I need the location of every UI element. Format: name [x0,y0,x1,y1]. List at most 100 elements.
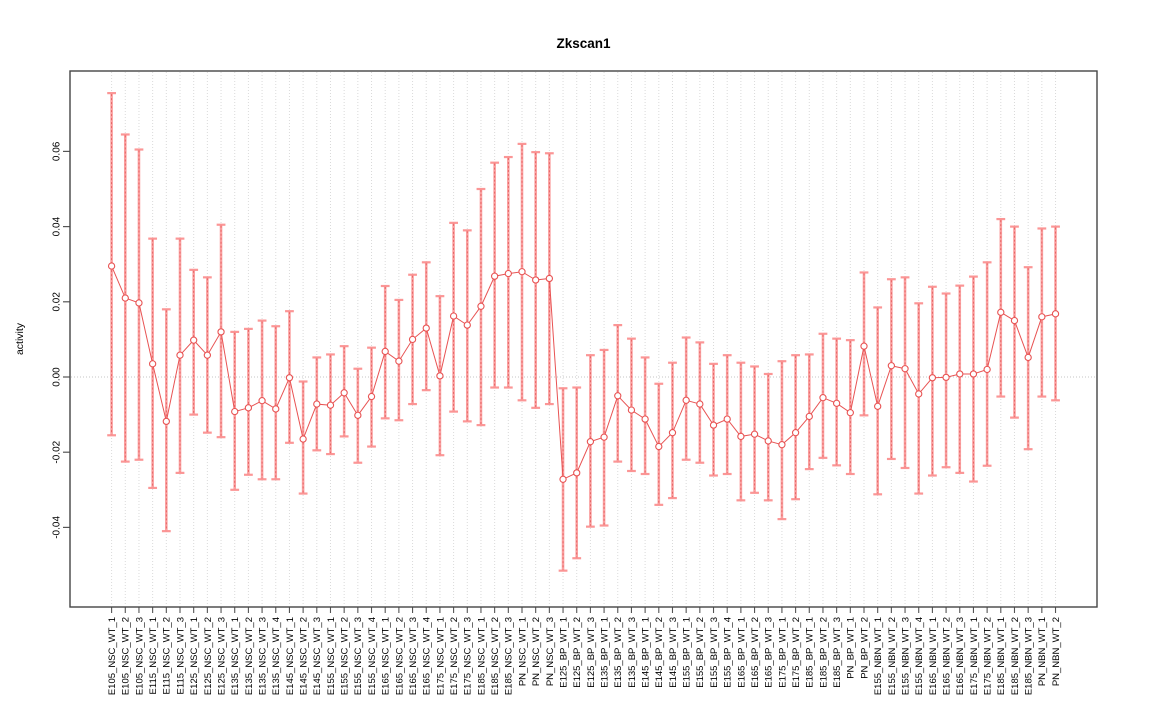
data-point [874,402,882,410]
x-tick-label: E105_NSC_WT_2 [121,617,132,695]
x-tick-label: E145_BP_WT_1 [641,617,652,688]
x-tick-label: E175_NSC_WT_3 [463,617,474,695]
data-point [449,312,458,320]
chart-title: Zkscan1 [556,36,611,51]
x-tick-label: E115_NSC_WT_3 [175,617,186,694]
data-point [600,433,608,441]
data-point [367,392,376,401]
x-tick-label: PN_NSC_WT_3 [545,617,556,686]
data-point [668,428,677,437]
x-tick-label: E165_NSC_WT_2 [394,617,405,695]
x-tick-label: E135_BP_WT_2 [613,617,624,688]
x-tick-label: E155_BP_WT_3 [709,617,720,688]
data-point [340,389,348,397]
x-tick-label: E125_BP_WT_2 [572,617,583,688]
data-point [422,324,430,332]
data-point [819,394,827,402]
y-tick-label: 0.06 [52,141,63,161]
data-point [395,357,403,365]
x-tick-label: E125_NSC_WT_3 [216,617,227,695]
y-axis-title: activity [14,322,26,356]
x-tick-label: E145_BP_WT_2 [654,617,665,688]
data-point [682,396,690,404]
x-tick-label: E135_NSC_WT_2 [244,617,255,695]
data-point [299,435,307,443]
plot-border [69,70,1098,608]
data-point [436,372,444,380]
data-point [148,360,157,368]
data-point [655,442,663,451]
data-point [846,409,854,417]
data-point [737,432,745,441]
x-tick-label: E125_BP_WT_1 [558,617,569,688]
data-point [573,469,581,477]
data-point [244,404,253,412]
y-tick-label: -0.04 [52,516,63,539]
data-point [162,417,170,426]
data-point [190,336,198,344]
data-point [1038,313,1046,321]
data-point [545,274,554,283]
y-tick-label: 0.04 [52,216,63,236]
x-tick-label: E135_NSC_WT_1 [230,617,241,695]
data-point [956,370,964,378]
data-point [135,299,143,307]
data-point [805,412,813,421]
x-tick-label: E125_NSC_WT_2 [203,617,214,695]
x-tick-label: E185_NBN_WT_2 [1010,617,1021,695]
x-tick-label: E155_NSC_WT_2 [340,617,351,695]
x-tick-label: E185_BP_WT_3 [832,617,843,688]
x-tick-label: E145_NSC_WT_2 [299,617,310,695]
data-point [477,302,485,310]
x-tick-label: E165_NBN_WT_2 [941,617,952,695]
x-tick-label: E165_BP_WT_1 [736,617,747,688]
x-tick-label: E155_NBN_WT_3 [900,617,911,695]
x-tick-label: E185_NSC_WT_3 [504,617,515,695]
x-tick-label: E165_NSC_WT_4 [422,617,433,695]
data-point [1010,316,1019,325]
x-tick-label: E165_BP_WT_2 [750,617,761,688]
data-point [313,400,321,408]
data-point [641,415,649,423]
data-point [860,342,868,350]
x-tick-label: E155_BP_WT_1 [682,617,693,688]
data-point [1051,310,1060,318]
data-point [1024,353,1032,362]
x-tick-label: PN_BP_WT_1 [846,617,857,679]
data-point [614,392,622,400]
data-point [997,308,1005,316]
data-point [381,347,389,356]
data-point [217,328,225,336]
data-point [696,400,704,408]
x-tick-label: E165_NBN_WT_3 [955,617,966,695]
y-tick-label: 0.00 [52,367,63,387]
data-point [176,351,184,359]
data-point [408,335,417,344]
data-point [983,365,991,374]
data-point [915,390,923,398]
data-point [258,397,266,405]
data-point [942,373,950,382]
data-point [490,272,499,280]
x-tick-label: E155_BP_WT_4 [723,617,734,688]
x-tick-label: E125_BP_WT_3 [586,617,597,688]
data-point [272,405,280,413]
series-line [111,265,1056,481]
x-tick-label: E105_NSC_WT_3 [134,617,145,695]
data-point [107,262,116,270]
data-point [121,294,129,302]
x-tick-label: E135_NSC_WT_4 [271,617,282,695]
data-point [285,374,294,382]
data-point [532,276,540,284]
x-tick-label: E125_NSC_WT_1 [189,617,200,695]
y-tick-label: -0.02 [52,440,63,463]
data-point [778,441,786,449]
x-tick-label: E185_NBN_WT_3 [1024,617,1035,695]
data-point [586,438,595,446]
data-point [354,411,362,420]
x-tick-label: E145_NSC_WT_1 [285,617,296,695]
x-tick-label: E175_NBN_WT_2 [983,617,994,695]
x-tick-label: E135_BP_WT_1 [599,617,610,688]
x-tick-label: E165_BP_WT_3 [764,617,775,688]
